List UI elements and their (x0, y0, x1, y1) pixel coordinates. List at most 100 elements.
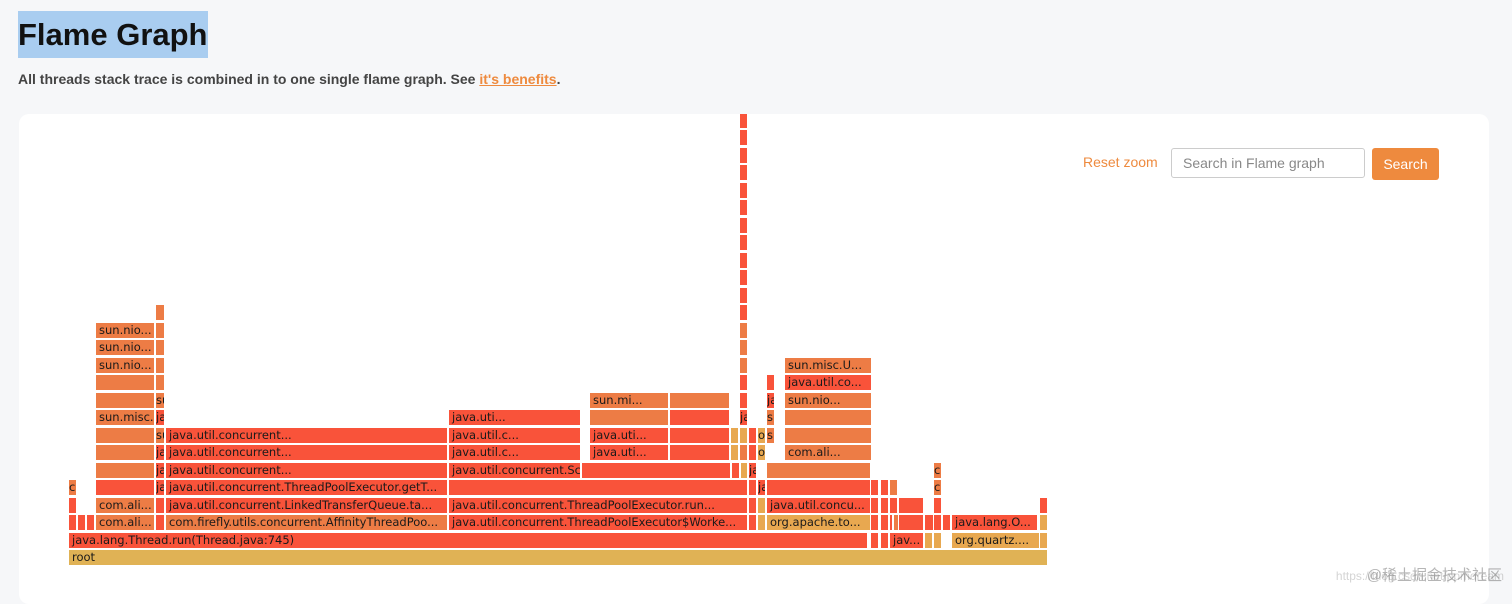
flame-frame[interactable]: java.util.c... (448, 444, 581, 461)
flame-frame[interactable] (739, 269, 748, 286)
flame-frame[interactable]: root (68, 549, 1048, 566)
flame-frame[interactable]: java.util.concurrent.LinkedTransferQueue… (155, 461, 165, 479)
flame-frame[interactable] (933, 496, 942, 514)
flame-frame[interactable]: java.util.concurrent.locks.LockSupport.p… (155, 444, 165, 461)
flame-frame[interactable]: java.util.concurrent.ThreadPoolExecutor.… (448, 496, 748, 514)
flame-frame[interactable] (739, 321, 748, 339)
flame-frame[interactable] (898, 496, 924, 514)
flame-frame[interactable] (1039, 531, 1048, 549)
flame-frame[interactable]: java.util.concurrent... (165, 444, 448, 461)
search-button[interactable]: Search (1372, 148, 1439, 180)
flame-frame[interactable]: sun.nio... (784, 391, 872, 409)
flame-frame[interactable] (95, 479, 155, 496)
flame-frame[interactable]: sun.nio... (766, 409, 775, 426)
flame-frame[interactable]: java.util.concu... (757, 479, 766, 496)
flame-frame[interactable]: java.util.concurrent.LinkedTransferQueue… (155, 479, 165, 496)
flame-frame[interactable]: sun.nio... (95, 321, 155, 339)
flame-frame[interactable] (880, 531, 889, 549)
flame-frame[interactable] (448, 479, 748, 496)
flame-frame[interactable] (68, 514, 77, 531)
flame-frame[interactable] (757, 496, 766, 514)
flame-frame[interactable]: java.util.co... (739, 409, 748, 426)
flame-frame[interactable]: java.util.concu... (766, 496, 871, 514)
flame-frame[interactable] (748, 444, 757, 461)
flame-frame[interactable]: com.ali... (933, 479, 942, 496)
search-input[interactable] (1171, 148, 1365, 178)
flame-frame[interactable] (581, 461, 731, 479)
flame-frame[interactable]: java.uti... (448, 409, 581, 426)
flame-frame[interactable] (86, 514, 95, 531)
flame-frame[interactable]: sun.misc.... (155, 391, 165, 409)
flame-frame[interactable] (739, 286, 748, 304)
flame-frame[interactable] (748, 479, 757, 496)
flame-frame[interactable] (870, 531, 879, 549)
flame-frame[interactable] (880, 514, 889, 531)
flame-frame[interactable] (766, 374, 775, 391)
flame-frame[interactable] (669, 426, 730, 444)
flame-frame[interactable] (730, 444, 739, 461)
flame-frame[interactable] (155, 321, 165, 339)
flame-frame[interactable]: java.util.concurrent.ThreadPoolExecutor.… (165, 479, 448, 496)
flame-frame[interactable]: java.uti... (589, 444, 669, 461)
flame-frame[interactable] (155, 339, 165, 356)
flame-frame[interactable] (748, 496, 757, 514)
flame-frame[interactable] (739, 251, 748, 269)
flame-frame[interactable]: com.ali... (933, 461, 942, 479)
reset-zoom-link[interactable]: Reset zoom (1083, 154, 1158, 170)
flame-frame[interactable] (739, 129, 748, 146)
flame-frame[interactable] (880, 496, 889, 514)
flame-frame[interactable]: org.apache.to... (766, 514, 871, 531)
flame-frame[interactable] (740, 461, 748, 479)
flame-frame[interactable] (889, 514, 893, 531)
flame-frame[interactable] (889, 479, 898, 496)
flame-frame[interactable] (155, 496, 165, 514)
flame-frame[interactable] (731, 461, 740, 479)
flame-frame[interactable] (870, 514, 879, 531)
flame-frame[interactable] (748, 426, 757, 444)
flame-frame[interactable] (739, 114, 748, 129)
flame-frame[interactable]: java.util.concurrent... (165, 426, 448, 444)
flame-frame[interactable] (669, 409, 730, 426)
flame-frame[interactable] (1039, 496, 1048, 514)
flame-frame[interactable]: sun.nio... (766, 426, 775, 444)
flame-frame[interactable] (933, 514, 942, 531)
flame-frame[interactable] (739, 356, 748, 374)
flame-frame[interactable]: java.util.c... (448, 426, 581, 444)
flame-frame[interactable] (784, 409, 872, 426)
flame-frame[interactable] (748, 514, 757, 531)
flame-frame[interactable] (739, 216, 748, 234)
flame-frame[interactable] (739, 199, 748, 216)
flame-frame[interactable]: org.apache.... (757, 444, 766, 461)
flame-frame[interactable]: java.util.c... (155, 409, 165, 426)
flame-frame[interactable]: jav... (889, 531, 924, 549)
flame-frame[interactable] (870, 496, 879, 514)
flame-frame[interactable] (77, 514, 86, 531)
flame-frame[interactable] (739, 234, 748, 251)
flame-frame[interactable] (68, 496, 77, 514)
flame-frame[interactable]: java.util.concurrent.LinkedTransferQueue… (165, 496, 448, 514)
flame-frame[interactable] (889, 496, 898, 514)
flame-frame[interactable] (870, 479, 879, 496)
flame-frame[interactable] (155, 374, 165, 391)
flame-frame[interactable]: java.lang.O... (951, 514, 1038, 531)
flame-frame[interactable] (95, 461, 155, 479)
flame-frame[interactable]: com.ali... (68, 479, 77, 496)
flame-frame[interactable] (933, 531, 942, 549)
flame-frame[interactable] (757, 514, 766, 531)
flame-frame[interactable] (898, 514, 924, 531)
flame-frame[interactable] (669, 444, 730, 461)
flame-frame[interactable]: sun.mi... (589, 391, 669, 409)
flame-frame[interactable] (784, 426, 872, 444)
flame-frame[interactable] (739, 374, 748, 391)
flame-frame[interactable] (739, 426, 748, 444)
flame-frame[interactable]: sun.misc.U... (784, 356, 872, 374)
flame-frame[interactable]: java.util.concu... (748, 461, 757, 479)
flame-frame[interactable] (766, 461, 871, 479)
flame-frame[interactable]: com.ali... (95, 514, 155, 531)
flame-frame[interactable] (924, 531, 933, 549)
flame-frame[interactable]: sun.nio... (95, 339, 155, 356)
flame-frame[interactable] (1039, 514, 1048, 531)
flame-frame[interactable] (95, 391, 155, 409)
flame-frame[interactable]: org.quartz.... (951, 531, 1048, 549)
flame-frame[interactable] (766, 479, 871, 496)
